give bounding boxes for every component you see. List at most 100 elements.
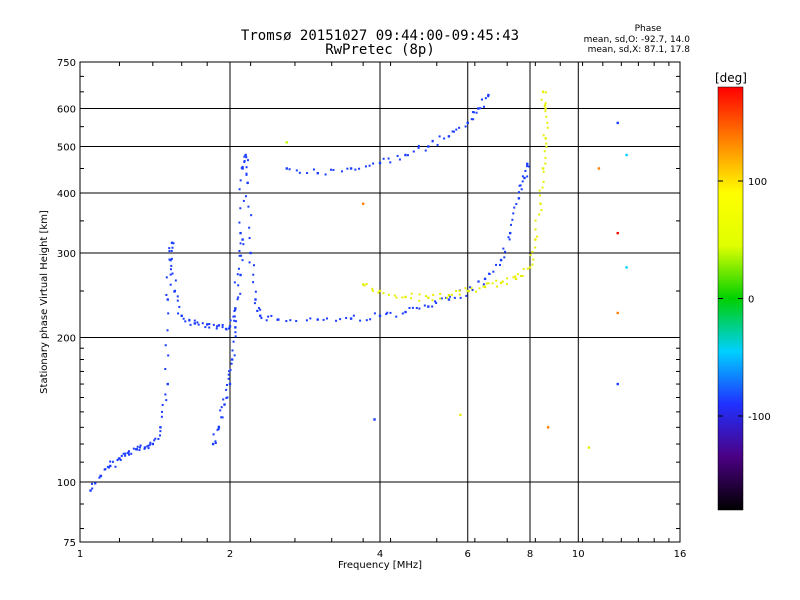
data-point bbox=[427, 296, 430, 299]
data-point-echo bbox=[487, 282, 490, 285]
y-tick-label: 75 bbox=[63, 538, 76, 549]
data-point-echo bbox=[543, 150, 546, 153]
data-point bbox=[228, 325, 232, 328]
data-point bbox=[514, 277, 518, 281]
data-point-echo bbox=[178, 305, 181, 308]
data-point-echo bbox=[239, 207, 242, 210]
phase-info-title: Phase bbox=[635, 24, 662, 34]
data-point-echo bbox=[395, 296, 398, 299]
data-point bbox=[447, 298, 451, 301]
data-point-echo bbox=[410, 292, 413, 295]
data-point-echo bbox=[227, 327, 230, 330]
data-point-echo bbox=[219, 409, 222, 412]
data-point bbox=[89, 489, 92, 492]
data-point-echo bbox=[534, 228, 537, 231]
data-point-echo bbox=[544, 102, 547, 105]
data-point-echo bbox=[492, 270, 495, 273]
data-point-echo bbox=[111, 460, 114, 463]
data-point-echo bbox=[165, 276, 168, 279]
data-point-echo bbox=[216, 428, 219, 431]
data-point-echo bbox=[473, 111, 476, 114]
data-point-echo bbox=[423, 304, 426, 307]
data-point-echo bbox=[143, 447, 146, 450]
data-point-echo bbox=[505, 283, 508, 286]
data-point-echo bbox=[169, 268, 172, 271]
outlier-point bbox=[616, 231, 619, 235]
data-point-echo bbox=[225, 383, 228, 386]
data-point-echo bbox=[538, 194, 541, 197]
data-point-echo bbox=[377, 291, 380, 294]
data-point-echo bbox=[532, 258, 535, 261]
data-point bbox=[483, 277, 487, 281]
data-point-echo bbox=[417, 144, 420, 147]
data-point-echo bbox=[130, 452, 133, 455]
data-point-echo bbox=[475, 290, 478, 293]
data-point-echo bbox=[330, 168, 333, 171]
data-point bbox=[378, 314, 382, 317]
data-point-echo bbox=[312, 168, 315, 171]
colorbar-tick-label: 0 bbox=[748, 295, 754, 306]
data-point-echo bbox=[542, 180, 545, 183]
data-point-echo bbox=[234, 308, 237, 311]
data-point-echo bbox=[440, 297, 443, 300]
data-point-echo bbox=[531, 263, 534, 266]
data-point-echo bbox=[232, 340, 235, 343]
data-point-echo bbox=[458, 293, 461, 296]
data-point bbox=[404, 295, 407, 299]
data-point-echo bbox=[159, 430, 162, 433]
data-point bbox=[230, 358, 234, 361]
data-point-echo bbox=[458, 126, 461, 129]
data-point bbox=[166, 382, 169, 386]
data-point-echo bbox=[154, 437, 157, 440]
data-point bbox=[118, 457, 121, 460]
outlier-point bbox=[285, 141, 288, 144]
data-point bbox=[239, 231, 242, 235]
data-point-echo bbox=[424, 295, 427, 298]
data-point-echo bbox=[451, 130, 454, 133]
data-point-echo bbox=[168, 247, 171, 250]
data-point bbox=[544, 107, 547, 110]
data-point-echo bbox=[196, 321, 199, 324]
data-point-echo bbox=[482, 283, 485, 286]
data-point-echo bbox=[448, 295, 451, 298]
data-point-echo bbox=[245, 173, 248, 176]
data-point bbox=[316, 318, 319, 321]
data-point-echo bbox=[197, 323, 200, 326]
data-point bbox=[447, 294, 451, 297]
colorbar-tick-label: 100 bbox=[748, 177, 767, 188]
data-point-echo bbox=[540, 98, 543, 101]
data-point-echo bbox=[458, 289, 461, 292]
data-point bbox=[180, 314, 183, 317]
data-point bbox=[205, 323, 209, 326]
data-point-echo bbox=[471, 288, 474, 291]
data-point-echo bbox=[164, 367, 167, 370]
data-point-echo bbox=[443, 137, 446, 140]
data-point bbox=[378, 161, 382, 165]
data-point bbox=[541, 90, 545, 94]
x-tick-label: 8 bbox=[527, 549, 533, 560]
data-point-echo bbox=[90, 482, 93, 485]
data-point-echo bbox=[267, 315, 270, 318]
data-point-echo bbox=[410, 297, 413, 300]
x-tick-label: 6 bbox=[465, 549, 471, 560]
data-point-echo bbox=[298, 171, 301, 174]
data-point-echo bbox=[479, 107, 482, 110]
data-point-echo bbox=[354, 168, 357, 171]
data-point-echo bbox=[239, 242, 242, 245]
data-point-echo bbox=[529, 254, 532, 257]
data-point-echo bbox=[201, 322, 204, 325]
data-point bbox=[170, 241, 174, 245]
data-point bbox=[508, 231, 512, 235]
data-point bbox=[427, 145, 430, 148]
grid-lines bbox=[79, 62, 680, 542]
data-point bbox=[246, 181, 249, 185]
phase-info-x: mean, sd,X: 87.1, 17.8 bbox=[588, 45, 691, 55]
y-axis-ticks: 75 100 200 300 400 500 600 750 bbox=[57, 58, 76, 549]
data-point-echo bbox=[159, 434, 162, 437]
data-point-echo bbox=[114, 465, 117, 468]
data-point-echo bbox=[171, 272, 174, 275]
data-point-echo bbox=[227, 373, 230, 376]
data-point-echo bbox=[522, 268, 525, 271]
data-point bbox=[466, 121, 469, 125]
data-point-echo bbox=[132, 447, 135, 450]
